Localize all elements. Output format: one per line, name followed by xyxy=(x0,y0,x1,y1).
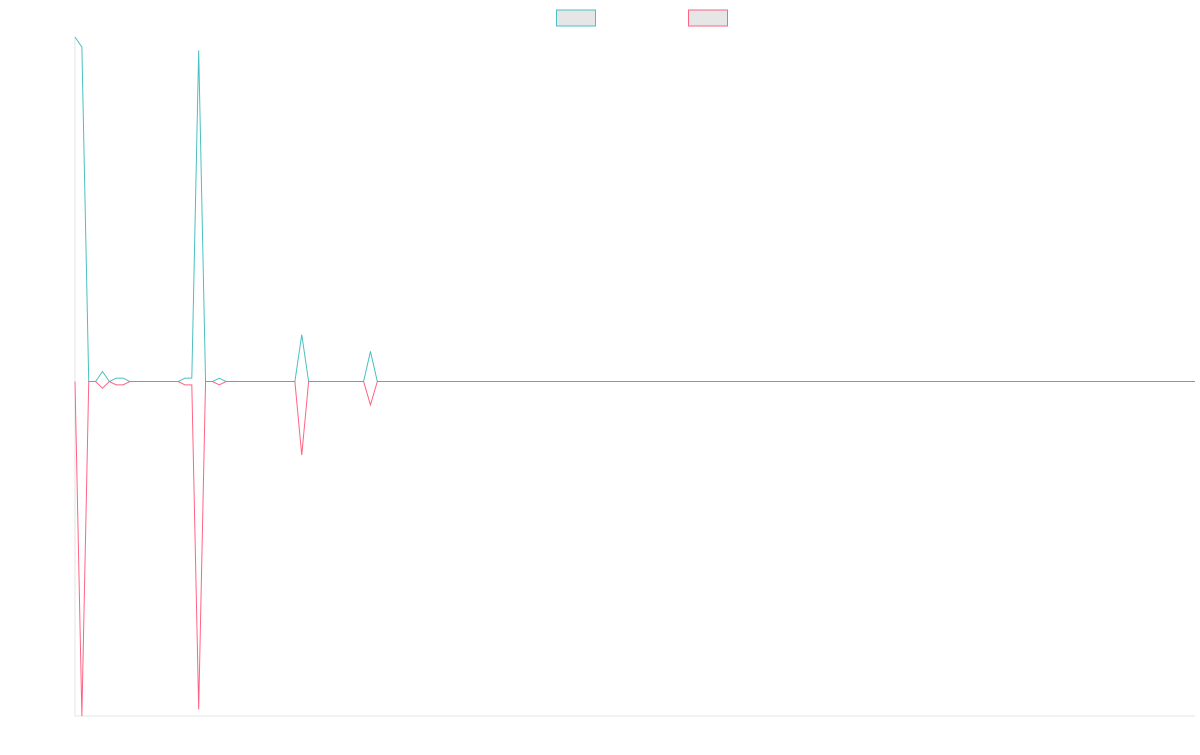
legend-swatch-2[interactable] xyxy=(688,9,728,27)
series-line-2 xyxy=(74,380,1195,717)
series-line-1 xyxy=(74,36,1195,383)
chart-axes xyxy=(74,37,1195,717)
series-layer xyxy=(74,36,1195,717)
legend-swatch-1[interactable] xyxy=(556,9,596,27)
legend xyxy=(556,9,728,27)
